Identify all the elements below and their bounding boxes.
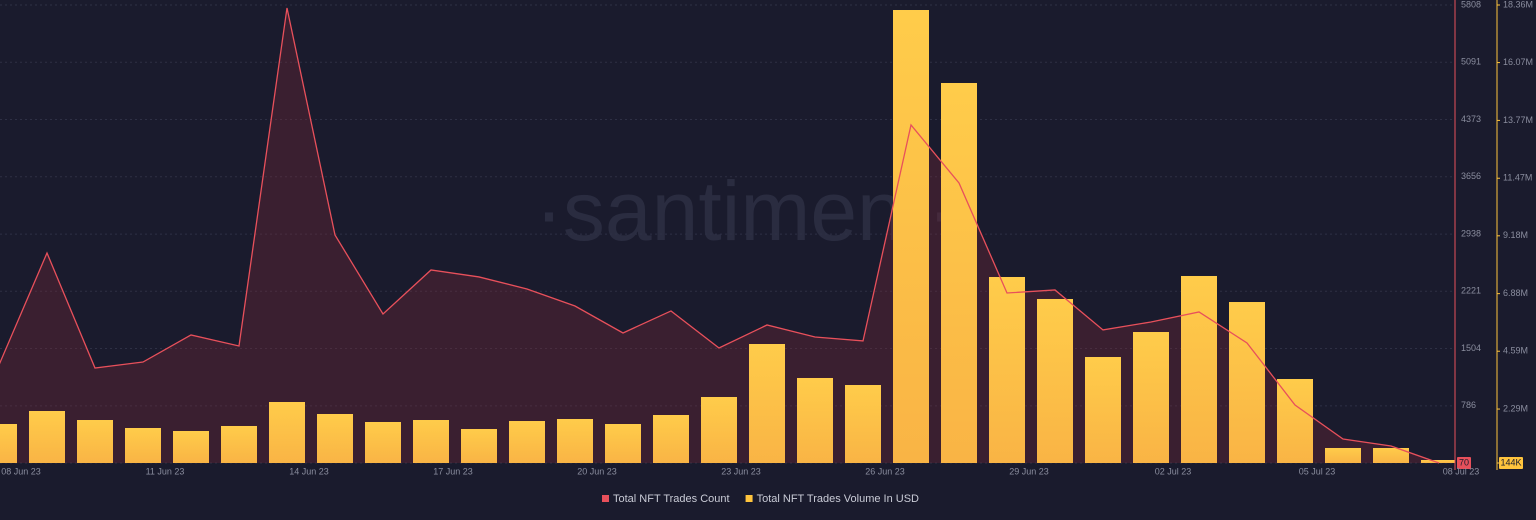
y2-tick-label: 18.36M — [1503, 0, 1533, 9]
y2-tick-label: 144K — [1500, 457, 1521, 467]
y2-tick-label: 2.29M — [1503, 403, 1528, 413]
x-tick-label: 20 Jun 23 — [577, 466, 617, 476]
line — [0, 7, 1440, 464]
x-tick-label: 08 Jun 23 — [1, 466, 41, 476]
y-tick-label: 3656 — [1461, 171, 1481, 181]
bar — [77, 420, 113, 463]
y2-tick-label: 6.88M — [1503, 288, 1528, 298]
bar — [1373, 447, 1409, 463]
bar — [1181, 275, 1217, 463]
bar — [1133, 332, 1169, 463]
bar — [269, 402, 305, 463]
bar — [941, 82, 977, 464]
bar — [1277, 378, 1313, 463]
x-tick-label: 08 Jul 23 — [1443, 466, 1480, 476]
x-tick-label: 11 Jun 23 — [146, 466, 185, 476]
y-tick-label: 5808 — [1461, 0, 1481, 9]
bar — [509, 421, 545, 463]
x-tick-label: 23 Jun 23 — [721, 466, 761, 476]
tick-badge — [1499, 457, 1523, 469]
x-tick-label: 26 Jun 23 — [865, 466, 905, 476]
legend-label: Total NFT Trades Volume In USD — [757, 493, 919, 505]
bar — [173, 430, 209, 463]
y-tick-label: 5091 — [1461, 57, 1481, 67]
y2-tick-label: 4.59M — [1503, 346, 1528, 356]
legend-label: Total NFT Trades Count — [613, 493, 730, 505]
bar — [125, 428, 161, 463]
bar — [749, 343, 785, 463]
bar — [365, 421, 401, 463]
bar — [1421, 460, 1455, 463]
legend-swatch — [602, 495, 609, 502]
bar — [605, 424, 641, 463]
y2-tick-label: 9.18M — [1503, 230, 1528, 240]
y-tick-label: 2221 — [1461, 286, 1481, 296]
y-tick-label: 786 — [1461, 400, 1476, 410]
y-tick-label: 70 — [1459, 457, 1469, 467]
x-tick-label: 17 Jun 23 — [433, 466, 473, 476]
bar — [893, 10, 929, 463]
y2-tick-label: 16.07M — [1503, 57, 1533, 67]
bar — [1085, 356, 1121, 463]
x-tick-label: 14 Jun 23 — [289, 466, 329, 476]
bar — [1037, 298, 1073, 463]
y-tick-label: 1504 — [1461, 343, 1481, 353]
x-tick-label: 29 Jun 23 — [1009, 466, 1049, 476]
bar — [557, 419, 593, 463]
bar — [989, 276, 1025, 463]
bar — [317, 413, 353, 463]
y-tick-label: 4373 — [1461, 114, 1481, 124]
bar — [221, 425, 257, 463]
y-tick-label: 2938 — [1461, 228, 1481, 238]
bar — [1325, 447, 1361, 463]
bar — [1229, 302, 1265, 463]
line-area — [0, 7, 1439, 463]
bar — [845, 385, 881, 463]
tick-badge — [1457, 457, 1471, 469]
x-tick-label: 05 Jul 23 — [1299, 466, 1336, 476]
y2-tick-label: 11.47M — [1503, 173, 1532, 183]
bar — [797, 377, 833, 463]
y2-tick-label: 13.77M — [1503, 115, 1533, 125]
x-tick-label: 02 Jul 23 — [1155, 466, 1192, 476]
legend-swatch — [745, 495, 753, 502]
bar — [653, 415, 689, 463]
bar — [0, 424, 17, 463]
bar — [701, 397, 737, 463]
bar — [413, 420, 449, 463]
plot-area — [0, 4, 1455, 464]
bar — [461, 429, 497, 463]
bar — [29, 411, 65, 463]
